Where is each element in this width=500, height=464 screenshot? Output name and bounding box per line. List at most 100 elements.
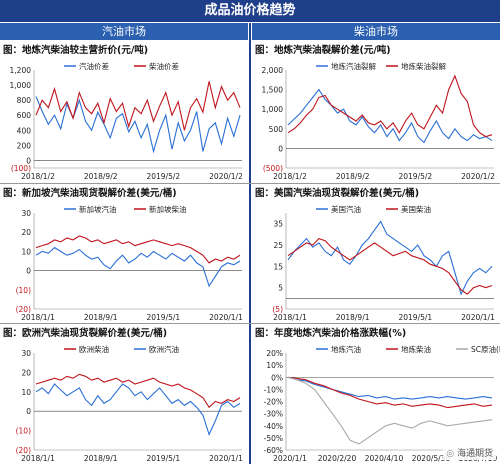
x-tick-label: 2020/5/30 (412, 454, 451, 463)
y-tick-label: 600 (17, 111, 32, 120)
y-tick-label: 25 (273, 241, 283, 250)
legend-label: 欧洲汽油 (149, 344, 179, 354)
watermark-text: 海通期货 (456, 449, 493, 459)
series-line (35, 246, 241, 288)
legend-label: 地炼柴油 (401, 344, 431, 354)
y-tick-label: -20% (264, 398, 283, 407)
legend-label: 地炼汽油裂解 (331, 61, 376, 71)
x-tick-label: 2020/2/20 (318, 454, 357, 463)
y-tick-label: (5) (272, 305, 283, 314)
x-tick-label: 2019/5/1 (146, 313, 180, 322)
chart-svg: 30 20 10 0 (10) (20)2018/1/1 2018/9/1 2019/5/1 2… (16, 204, 243, 322)
legend-label: 柴油价差 (149, 61, 179, 71)
chart-title: 图：美国汽柴油现货裂解价差(美元/桶) (255, 188, 420, 199)
x-tick-label: 2018/9/2 (84, 172, 118, 181)
y-tick-label: (500) (263, 164, 283, 173)
x-tick-label: 2018/1/1 (21, 454, 55, 463)
series-line (35, 81, 241, 131)
y-tick-label: 10 (21, 247, 31, 256)
x-tick-label: 2018/9/1 (336, 313, 370, 322)
chart-panel-local-vs-major-discount: 图：地炼汽柴油较主营折价(元/吨) 1,200 1,000 800 600 400 200… (0, 42, 248, 182)
series-line (287, 220, 493, 296)
x-tick-label: 2020/1/1 (209, 313, 243, 322)
chart-panel-us-crack: 图：美国汽柴油现货裂解价差(美元/桶) 35 25 15 5 (5) 2018/1/1 20… (252, 185, 500, 323)
series-line (287, 376, 493, 409)
series-line (287, 74, 493, 138)
x-tick-label: 2020/1/1 (273, 454, 307, 463)
y-tick-label: 400 (17, 126, 32, 135)
x-tick-label: 2018/1/1 (273, 313, 307, 322)
chart-title: 图：年度地炼汽柴油价格涨跌幅(%) (255, 328, 407, 339)
x-tick-label: 2020/1/2 (209, 172, 243, 181)
page-banner: 成品油价格趋势 (0, 0, 500, 22)
chart-title: 图：地炼汽柴油裂解价差(元/吨) (255, 45, 391, 56)
y-tick-label: 0 (26, 407, 31, 416)
y-tick-label: 0% (271, 373, 283, 382)
legend-label: 欧洲柴油 (79, 344, 109, 354)
legend-label: 美国柴油 (401, 204, 431, 214)
y-tick-label: -30% (264, 410, 283, 419)
y-tick-label: (10) (16, 286, 31, 295)
x-tick-label: 2019/5/2 (146, 172, 180, 181)
x-tick-label: 2018/1/2 (273, 172, 307, 181)
chart-panel-europe-crack: 图：欧洲汽柴油现货裂解价差(美元/桶) 30 20 10 0 (10) (20) 2018/… (0, 325, 248, 464)
x-tick-label: 2020/1/1 (209, 454, 243, 463)
chart-panel-annual-change: 图：年度地炼汽柴油价格涨跌幅(%) 20% 10% 0% -10% -20% -30% -4… (252, 325, 500, 464)
x-tick-label: 2019/5/1 (146, 454, 180, 463)
legend-label: 汽油价差 (79, 61, 109, 71)
y-tick-label: 1,000 (10, 81, 32, 90)
chart-svg: 30 20 10 0 (10) (20)2018/1/1 2018/9/1 2019/5/1 2… (16, 344, 243, 463)
series-line (287, 88, 493, 144)
y-tick-label: 1,000 (262, 105, 284, 114)
x-tick-label: 2019/5/1 (398, 313, 432, 322)
chart-title: 图：地炼汽柴油较主营折价(元/吨) (3, 45, 149, 56)
x-tick-label: 2020/1/1 (461, 313, 495, 322)
chart-title: 图：欧洲汽柴油现货裂解价差(美元/桶) (3, 328, 168, 339)
chart-title: 图：新加坡汽柴油现货裂解价差(美元/桶) (3, 188, 177, 199)
y-tick-label: 5 (278, 284, 283, 293)
y-tick-label: 35 (273, 220, 283, 229)
legend-label: 新加坡柴油 (149, 204, 187, 214)
x-tick-label: 2019/5/2 (398, 172, 432, 181)
column-header-gasoline: 汽油市场 (0, 23, 248, 40)
series-line (35, 235, 241, 264)
watermark: ◎ 海通期货 (443, 445, 496, 460)
row-divider-2 (0, 323, 500, 324)
y-tick-label: 500 (269, 125, 284, 134)
y-tick-label: 30 (21, 349, 31, 358)
legend-label: 地炼柴油裂解 (401, 61, 446, 71)
y-tick-label: 20 (21, 368, 31, 377)
x-tick-label: 2018/1/2 (21, 172, 55, 181)
x-tick-label: 2020/1/2 (461, 172, 495, 181)
y-tick-label: (10) (16, 427, 31, 436)
y-tick-label: (20) (16, 305, 31, 314)
x-tick-label: 2018/9/1 (84, 454, 118, 463)
y-tick-label: 0 (26, 156, 31, 165)
y-tick-label: 2,000 (262, 66, 284, 75)
series-line (287, 237, 493, 295)
y-tick-label: 1,200 (10, 66, 32, 75)
x-tick-label: 2018/9/2 (336, 172, 370, 181)
chart-svg: 1,200 1,000 800 600 400 200 0(100)2018/1/2 2018… (10, 61, 244, 181)
y-tick-label: -60% (264, 446, 283, 455)
series-line (35, 96, 241, 154)
x-tick-label: 2020/4/10 (365, 454, 404, 463)
chart-panel-singapore-crack: 图：新加坡汽柴油现货裂解价差(美元/桶) 30 20 10 0 (10) (20) 2018… (0, 185, 248, 323)
y-tick-label: -40% (264, 422, 283, 431)
y-tick-label: 0 (26, 267, 31, 276)
series-line (287, 376, 493, 445)
y-tick-label: -10% (264, 385, 283, 394)
y-tick-label: (100) (11, 164, 31, 173)
y-tick-label: 30 (21, 209, 31, 218)
series-line (287, 376, 493, 400)
y-tick-label: -50% (264, 434, 283, 443)
column-header-diesel: 柴油市场 (252, 23, 500, 40)
row-divider-1 (0, 183, 500, 184)
y-tick-label: (20) (16, 446, 31, 455)
y-tick-label: 200 (17, 141, 32, 150)
legend-label: 新加坡汽油 (79, 204, 117, 214)
chart-svg: 2,000 1,500 1,000 500 0 (500)2018/1/2 2018/9/2… (262, 61, 496, 181)
series-line (35, 373, 241, 409)
legend-label: 美国汽油 (331, 204, 361, 214)
y-tick-label: 10 (21, 388, 31, 397)
